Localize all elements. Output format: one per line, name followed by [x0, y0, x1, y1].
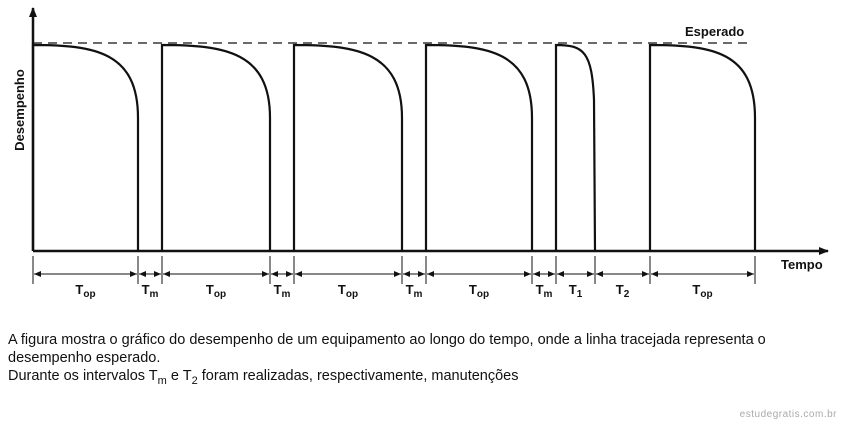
interval-label: Tm	[142, 282, 159, 300]
text: foram realizadas, respectivamente, manut…	[201, 368, 519, 384]
interval-label: Tm	[274, 282, 291, 300]
interval-label: T1	[569, 282, 583, 300]
interval-sub: m	[150, 289, 159, 300]
interval-base: T	[469, 282, 477, 297]
term-sub: m	[157, 375, 167, 387]
text: e	[170, 368, 179, 384]
interval-label: T2	[616, 282, 630, 300]
interval-label: Top	[338, 282, 358, 300]
y-label: Desempenho	[12, 69, 27, 151]
interval-sub: op	[83, 289, 95, 300]
interval-sub: m	[282, 289, 291, 300]
interval-base: T	[274, 282, 282, 297]
interval-dimensions: Top Tm Top Tm Top Tm Top Tm T1 T2 Top	[32, 256, 756, 300]
interval-sub: 2	[624, 289, 630, 300]
paragraph: A figura mostra o gráfico do desempenho …	[8, 332, 766, 366]
text: Durante os intervalos	[8, 368, 146, 384]
interval-label: Top	[206, 282, 226, 300]
interval-base: T	[206, 282, 214, 297]
footer: estudegratis.com.br	[739, 409, 837, 420]
interval-base: T	[692, 282, 700, 297]
interval-base: T	[338, 282, 346, 297]
performance-curves	[31, 43, 757, 252]
interval-sub: op	[346, 289, 358, 300]
question-text: A figura mostra o gráfico do desempenho …	[8, 331, 836, 387]
interval-sub: m	[544, 289, 553, 300]
interval-label: Top	[469, 282, 489, 300]
interval-base: T	[536, 282, 544, 297]
interval-sub: m	[414, 289, 423, 300]
term: Tm	[148, 368, 167, 387]
interval-label: Tm	[406, 282, 423, 300]
interval-sub: 1	[577, 289, 583, 300]
interval-sub: op	[700, 289, 712, 300]
interval-base: T	[569, 282, 577, 297]
term-base: T	[182, 368, 192, 384]
question: Durante os intervalos Tm e T2 foram real…	[8, 367, 836, 387]
term: T2	[182, 368, 198, 387]
expected-label: Esperado	[685, 24, 744, 39]
term-sub: 2	[191, 375, 198, 387]
interval-label: Tm	[536, 282, 553, 300]
term-base: T	[148, 368, 158, 384]
interval-sub: op	[477, 289, 489, 300]
interval-base: T	[616, 282, 624, 297]
interval-label: Top	[75, 282, 95, 300]
interval-base: T	[75, 282, 83, 297]
diagram: Desempenho Tempo Esperado Top Tm Top Tm Top T…	[12, 7, 829, 300]
interval-base: T	[406, 282, 414, 297]
interval-label: Top	[692, 282, 712, 300]
interval-base: T	[142, 282, 150, 297]
interval-sub: op	[214, 289, 226, 300]
x-label: Tempo	[781, 257, 823, 272]
